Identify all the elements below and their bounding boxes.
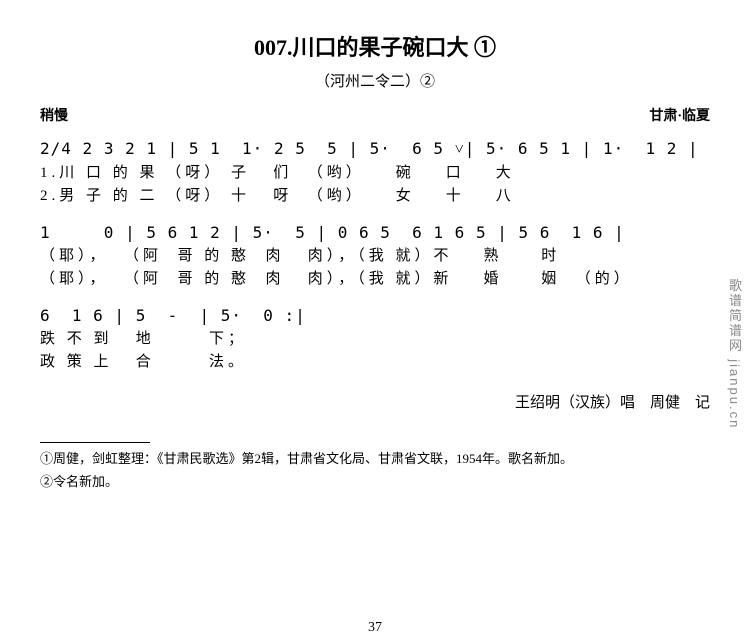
lyric-2b: （耶）， （阿 哥 的 憨 肉 肉），（我 就）新 婚 姻 （的） xyxy=(40,267,710,288)
notation-line-1: 2/4 2 3 2 1 | 5 1 1· 2 5 5 | 5· 6 5 ˅| 5… xyxy=(40,139,710,159)
song-title: 007.川口的果子碗口大 ① xyxy=(40,30,710,62)
lyric-3a: 跌 不 到 地 下； xyxy=(40,327,710,348)
lyric-1a: 1.川 口 的 果 （呀） 子 们 （哟） 碗 口 大 xyxy=(40,161,710,182)
performer-credit: 王绍明（汉族）唱 周健 记 xyxy=(40,391,710,412)
footnote-1: ①周健，剑虹整理：《甘肃民歌选》第2辑，甘肃省文化局、甘肃省文联，1954年。歌… xyxy=(40,449,710,470)
footnote-divider xyxy=(40,442,150,443)
notation-line-3: 6 1 6 | 5 - | 5· 0 :| xyxy=(40,306,710,325)
origin-label: 甘肃·临夏 xyxy=(649,105,710,125)
time-signature: 2/4 xyxy=(40,139,72,158)
watermark: 歌谱简谱网 jianpu.cn xyxy=(725,279,744,430)
lyric-3b: 政 策 上 合 法。 xyxy=(40,350,710,371)
tempo-marking: 稍慢 xyxy=(40,105,68,125)
score-page: 007.川口的果子碗口大 ① （河州二令二）② 稍慢 甘肃·临夏 2/4 2 3… xyxy=(0,0,750,644)
notation-line-2: 1 0 | 5 6 1 2 | 5· 5 | 0 6 5 6 1 6 5 | 5… xyxy=(40,223,710,242)
page-number: 37 xyxy=(368,620,382,636)
footnote-2: ②令名新加。 xyxy=(40,472,710,493)
meta-row: 稍慢 甘肃·临夏 xyxy=(40,105,710,125)
lyric-2a: （耶）， （阿 哥 的 憨 肉 肉），（我 就）不 熟 时 xyxy=(40,244,710,265)
notes-1: 2 3 2 1 | 5 1 1· 2 5 5 | 5· 6 5 ˅| 5· 6 … xyxy=(83,139,699,158)
song-subtitle: （河州二令二）② xyxy=(40,70,710,91)
lyric-1b: 2.男 子 的 二 （呀） 十 呀 （哟） 女 十 八 xyxy=(40,184,710,205)
